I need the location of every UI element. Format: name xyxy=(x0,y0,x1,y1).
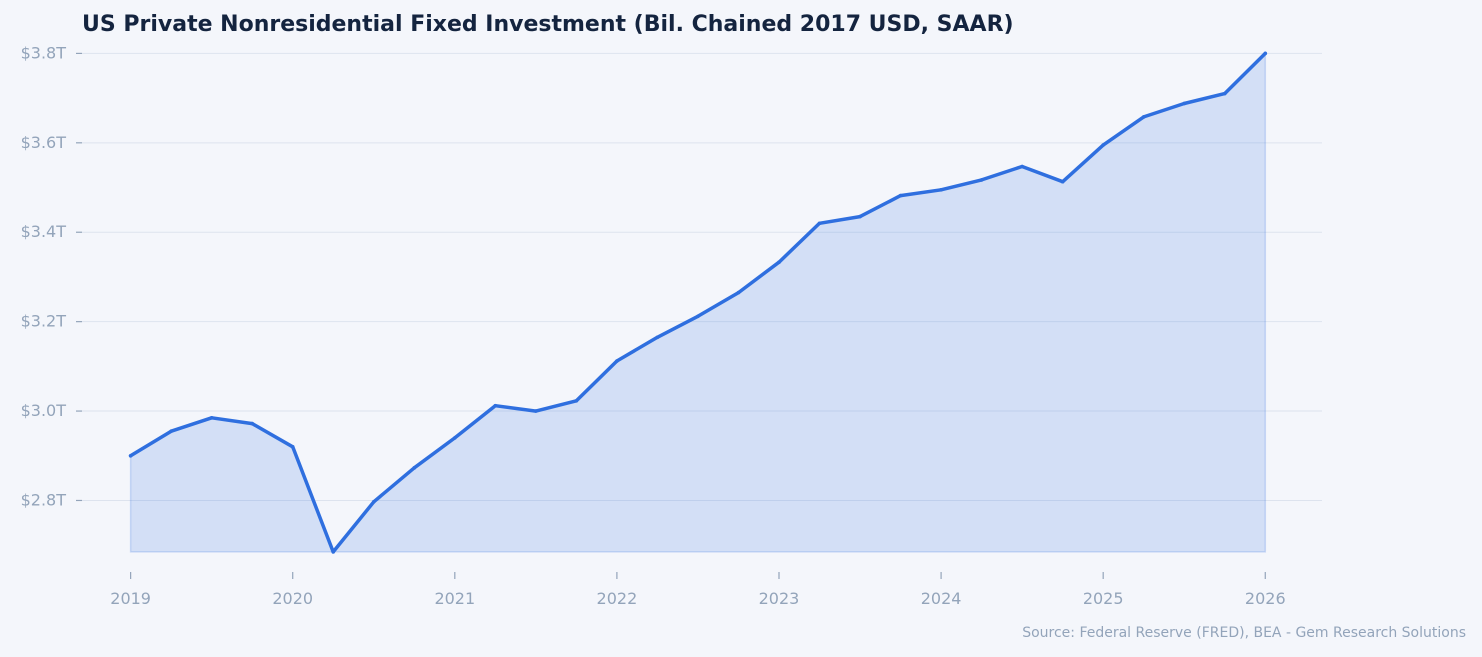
source-note: Source: Federal Reserve (FRED), BEA - Ge… xyxy=(1022,625,1466,641)
data-point-0-28 xyxy=(1263,51,1268,56)
data-point-0-21 xyxy=(979,178,984,182)
y-tick-label-2: $3.2T xyxy=(21,312,67,331)
data-point-0-4 xyxy=(290,445,295,449)
data-point-0-20 xyxy=(939,187,943,192)
data-point-0-13 xyxy=(655,335,660,340)
data-point-0-3 xyxy=(250,421,254,426)
data-point-0-22 xyxy=(1020,164,1024,169)
data-point-0-14 xyxy=(696,314,700,319)
data-point-0-27 xyxy=(1222,91,1227,96)
data-point-0-26 xyxy=(1182,101,1187,106)
y-tick-label-1: $3.0T xyxy=(21,401,67,420)
grid-lines xyxy=(82,52,1322,501)
x-tick-label-6: 2025 xyxy=(1083,589,1124,608)
x-tick-label-5: 2024 xyxy=(921,589,962,608)
data-point-0-8 xyxy=(453,436,457,440)
x-tick-label-1: 2020 xyxy=(272,589,313,608)
data-point-0-19 xyxy=(898,193,903,198)
data-point-0-17 xyxy=(817,221,822,226)
data-point-0-23 xyxy=(1060,179,1065,184)
x-tick-label-0: 2019 xyxy=(110,589,151,608)
data-point-0-5 xyxy=(331,550,336,554)
data-point-0-24 xyxy=(1101,143,1105,147)
y-tick-label-0: $2.8T xyxy=(21,490,67,509)
data-point-0-10 xyxy=(534,409,538,413)
data-point-0-7 xyxy=(412,466,417,470)
data-point-0-11 xyxy=(574,398,579,403)
x-tick-label-3: 2022 xyxy=(597,589,638,608)
x-tick-label-7: 2026 xyxy=(1245,589,1286,608)
chart-title: US Private Nonresidential Fixed Investme… xyxy=(82,12,1014,37)
x-tick-label-2: 2021 xyxy=(434,589,475,608)
data-point-0-18 xyxy=(858,214,862,219)
data-point-0-2 xyxy=(209,415,214,420)
axes: $2.8T $3.0T $3.2T $3.4T $3.6T $3.8T 2019 2020 20… xyxy=(21,43,1286,608)
series-line xyxy=(128,51,1268,554)
data-point-0-12 xyxy=(615,359,619,363)
y-tick-label-4: $3.6T xyxy=(21,133,67,152)
data-point-0-15 xyxy=(736,290,741,295)
data-point-0-9 xyxy=(493,403,498,408)
series-area-fill-0 xyxy=(129,51,1267,554)
data-point-0-1 xyxy=(169,429,173,433)
data-point-0-25 xyxy=(1141,115,1146,119)
y-tick-label-5: $3.8T xyxy=(21,43,67,62)
series-area xyxy=(129,51,1267,554)
data-point-0-6 xyxy=(371,500,376,504)
y-tick-label-3: $3.4T xyxy=(21,222,67,241)
data-point-0-16 xyxy=(777,260,781,264)
data-point-0-0 xyxy=(128,453,133,458)
x-tick-label-4: 2023 xyxy=(759,589,800,608)
